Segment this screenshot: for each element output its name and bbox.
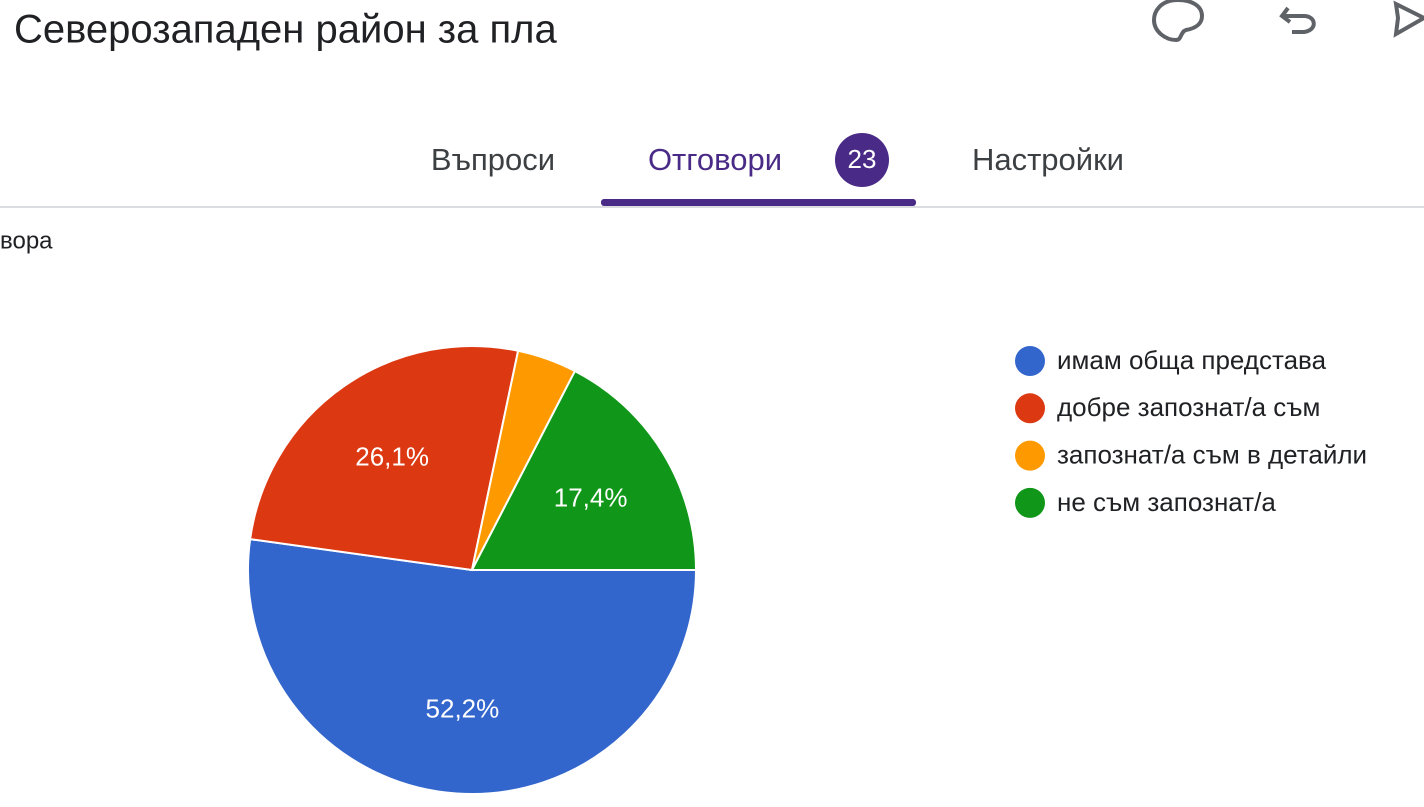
tab-settings[interactable]: Настройки — [972, 142, 1124, 177]
slice-label: 17,4% — [554, 483, 628, 513]
question-text: вора — [0, 227, 53, 254]
slice-label: 52,2% — [426, 693, 500, 723]
legend-label: запознат/а съм в детайли — [1057, 439, 1367, 469]
undo-icon[interactable] — [1279, 6, 1316, 34]
legend-swatch — [1015, 346, 1045, 376]
pie-slice — [247, 538, 698, 795]
send-icon[interactable] — [1393, 0, 1424, 38]
divider — [0, 206, 1424, 208]
pie-slice — [470, 369, 698, 571]
legend-label: добре запознат/а съм — [1057, 392, 1320, 422]
legend-label: имам обща представа — [1057, 345, 1327, 375]
tab-responses[interactable]: Отговори — [648, 142, 782, 177]
slice-label: 26,1% — [355, 441, 429, 471]
tab-indicator — [601, 199, 916, 206]
chart: 52,2% 26,1% 17,4% имам обща представа добре … — [247, 345, 1367, 795]
palette-icon[interactable] — [1151, 0, 1205, 43]
pie-slice — [249, 345, 520, 572]
legend-swatch — [1015, 487, 1045, 518]
tab-questions[interactable]: Въпроси — [431, 142, 555, 177]
badge-count: 23 — [848, 144, 877, 174]
form-title: Северозападен район за пла — [14, 8, 557, 52]
legend-swatch — [1015, 393, 1045, 424]
badge — [835, 133, 889, 187]
legend-label: не съм запознат/а — [1057, 487, 1276, 517]
legend-swatch — [1015, 440, 1045, 471]
